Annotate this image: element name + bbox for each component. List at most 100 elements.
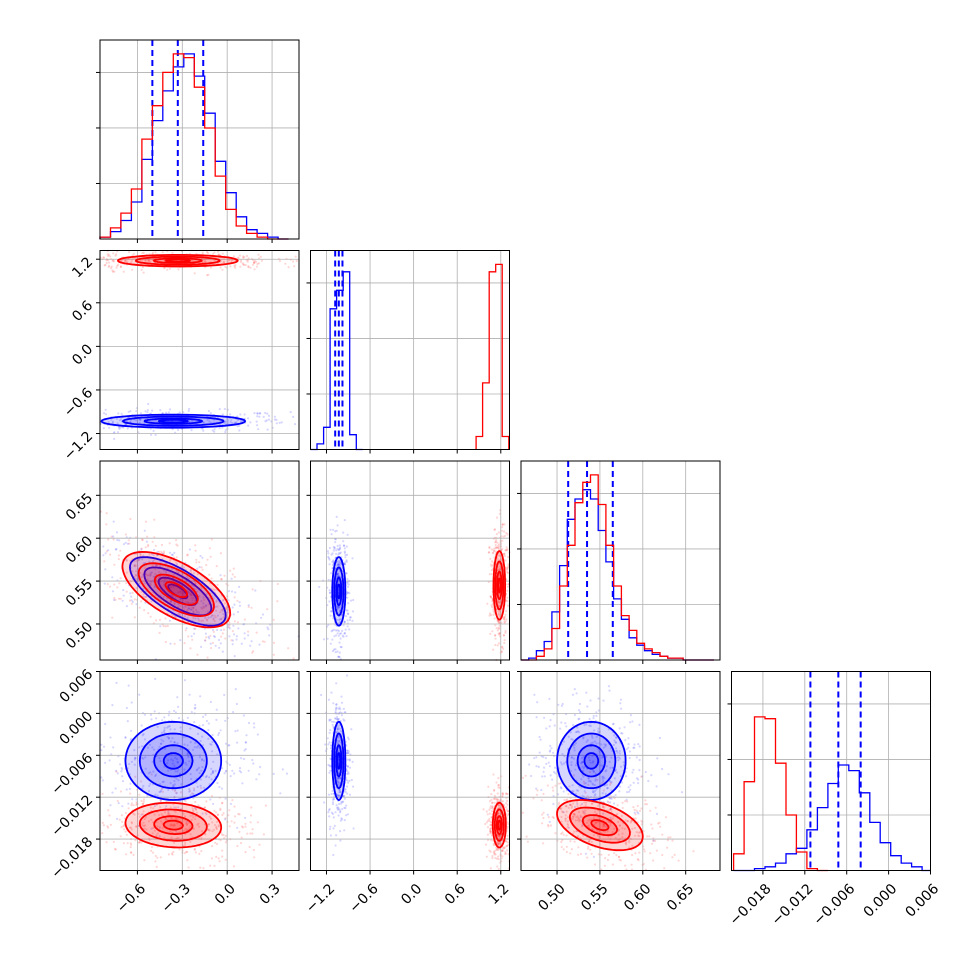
scatter-point	[621, 732, 623, 734]
scatter-point	[220, 578, 222, 580]
contour-level-3	[338, 753, 341, 769]
scatter-point	[564, 722, 566, 724]
scatter-point	[340, 696, 342, 698]
scatter-point	[251, 640, 253, 642]
scatter-point	[113, 583, 115, 585]
scatter-point	[331, 812, 333, 814]
scatter-point	[104, 762, 106, 764]
scatter-point	[224, 817, 226, 819]
scatter-point	[116, 267, 118, 269]
scatter-point	[185, 627, 187, 629]
scatter-point	[173, 710, 175, 712]
scatter-point	[215, 856, 217, 858]
scatter-point	[130, 738, 132, 740]
scatter-point	[130, 730, 132, 732]
scatter-point	[332, 724, 334, 726]
scatter-point	[338, 814, 340, 816]
scatter-point	[121, 413, 123, 415]
scatter-point	[118, 802, 120, 804]
scatter-point	[507, 841, 509, 843]
scatter-point	[128, 807, 130, 809]
scatter-point	[494, 795, 496, 797]
scatter-point	[150, 850, 152, 852]
scatter-point	[580, 853, 582, 855]
scatter-point	[340, 803, 342, 805]
scatter-point	[129, 788, 131, 790]
scatter-point	[209, 547, 211, 549]
scatter-point	[144, 714, 146, 716]
scatter-point	[103, 560, 105, 562]
scatter-point	[231, 578, 233, 580]
scatter-point	[113, 438, 115, 440]
scatter-point	[100, 749, 102, 751]
scatter-point	[199, 867, 201, 869]
scatter-point	[613, 802, 615, 804]
scatter-point	[647, 780, 649, 782]
scatter-point	[550, 747, 552, 749]
scatter-point	[337, 524, 339, 526]
scatter-point	[497, 799, 499, 801]
scatter-point	[349, 758, 351, 760]
scatter-point	[150, 616, 152, 618]
scatter-point	[209, 635, 211, 637]
scatter-point	[507, 605, 509, 607]
scatter-point	[323, 801, 325, 803]
scatter-point	[650, 823, 652, 825]
scatter-point	[224, 408, 226, 410]
scatter-point	[549, 751, 551, 753]
scatter-point	[494, 802, 496, 804]
scatter-point	[243, 749, 245, 751]
scatter-point	[151, 410, 153, 412]
scatter-point	[646, 835, 648, 837]
scatter-point	[506, 597, 508, 599]
scatter-point	[195, 550, 197, 552]
scatter-point	[151, 846, 153, 848]
scatter-point	[233, 772, 235, 774]
scatter-point	[554, 767, 556, 769]
scatter-point	[536, 789, 538, 791]
scatter-point	[119, 550, 121, 552]
scatter-point	[541, 814, 543, 816]
scatter-point	[547, 784, 549, 786]
scatter-point	[186, 859, 188, 861]
scatter-point	[329, 729, 331, 731]
scatter-point	[110, 824, 112, 826]
scatter-point	[204, 639, 206, 641]
scatter-point	[491, 855, 493, 857]
scatter-point	[327, 811, 329, 813]
scatter-point	[502, 800, 504, 802]
scatter-point	[159, 409, 161, 411]
scatter-point	[491, 810, 493, 812]
scatter-point	[262, 613, 264, 615]
scatter-point	[100, 744, 102, 746]
scatter-point	[560, 787, 562, 789]
scatter-point	[615, 854, 617, 856]
scatter-point	[239, 601, 241, 603]
scatter-point	[195, 559, 197, 561]
scatter-point	[535, 788, 537, 790]
scatter-point	[140, 412, 142, 414]
scatter-point	[244, 413, 246, 415]
scatter-point	[128, 543, 130, 545]
scatter-point	[495, 539, 497, 541]
scatter-point	[566, 846, 568, 848]
scatter-point	[491, 630, 493, 632]
scatter-point	[329, 615, 331, 617]
scatter-point	[489, 558, 491, 560]
scatter-point	[591, 853, 593, 855]
scatter-point	[169, 268, 171, 270]
scatter-point	[343, 829, 345, 831]
scatter-point	[279, 422, 281, 424]
scatter-point	[214, 428, 216, 430]
scatter-point	[240, 842, 242, 844]
scatter-point	[536, 794, 538, 796]
scatter-point	[346, 572, 348, 574]
scatter-point	[252, 588, 254, 590]
scatter-point	[159, 632, 161, 634]
scatter-point	[333, 550, 335, 552]
scatter-point	[159, 625, 161, 627]
scatter-point	[115, 787, 117, 789]
scatter-point	[156, 866, 158, 868]
scatter-point	[497, 777, 499, 779]
scatter-point	[264, 412, 266, 414]
